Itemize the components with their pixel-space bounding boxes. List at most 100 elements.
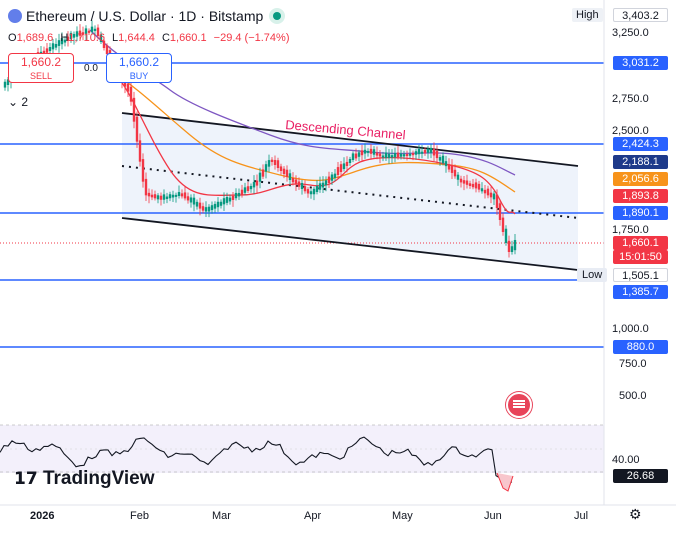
sell-button[interactable]: 1,660.2 SELL — [8, 53, 74, 83]
candle — [264, 164, 268, 172]
candle — [189, 197, 193, 203]
sell-label: SELL — [29, 71, 53, 81]
candle — [411, 153, 415, 156]
candle — [255, 180, 259, 186]
candle — [48, 47, 52, 52]
candle — [381, 155, 385, 158]
change-value: −29.4 (−1.74%) — [213, 32, 290, 44]
candle — [132, 97, 136, 122]
candle — [462, 180, 466, 184]
candle — [105, 45, 109, 54]
level-label-880[interactable]: 880.0 — [613, 340, 668, 354]
price-tick: 3,250.0 — [612, 27, 649, 39]
channel-upper-line[interactable] — [121, 112, 579, 167]
candle — [183, 192, 187, 199]
ethereum-icon — [8, 9, 22, 23]
candle — [504, 228, 508, 243]
candle — [216, 201, 220, 208]
candle — [141, 159, 145, 182]
price-tick: 750.0 — [619, 358, 647, 370]
candle — [180, 193, 184, 197]
candle — [492, 193, 496, 200]
low-key: L — [112, 32, 119, 44]
candle — [171, 194, 175, 198]
symbol-header[interactable]: Ethereum / U.S. Dollar · 1D · Bitstamp — [8, 8, 286, 24]
candle — [315, 185, 319, 192]
candle — [291, 177, 295, 183]
time-tick: Mar — [212, 510, 231, 522]
candle — [270, 159, 274, 162]
candle — [204, 207, 208, 212]
candle — [249, 186, 253, 190]
price-tick: 1,750.0 — [612, 224, 649, 236]
candle — [219, 201, 223, 206]
candle — [210, 205, 214, 211]
candle — [279, 166, 283, 171]
channel-lower-line[interactable] — [121, 217, 579, 271]
candle — [225, 196, 229, 203]
candle — [252, 181, 256, 188]
candle — [456, 174, 460, 180]
buy-button[interactable]: 1,660.2 BUY — [106, 53, 172, 83]
candle — [330, 174, 334, 181]
level-label-1385[interactable]: 1,385.7 — [613, 285, 668, 299]
candle — [72, 33, 76, 38]
candle — [240, 189, 244, 195]
candle — [465, 180, 469, 185]
candle — [222, 198, 226, 205]
candle — [495, 194, 499, 208]
candle — [438, 157, 442, 161]
candle — [336, 167, 340, 175]
level-label-2424[interactable]: 2,424.3 — [613, 137, 668, 151]
indicators-toggle[interactable]: ⌄ 2 — [8, 95, 28, 109]
candle — [159, 195, 163, 200]
candle — [366, 150, 370, 153]
candle — [129, 86, 133, 102]
candle — [237, 192, 241, 197]
candle — [420, 151, 424, 154]
ma200-label: 2,188.1 — [613, 155, 668, 169]
symbol-title: Ethereum / U.S. Dollar · 1D · Bitstamp — [26, 8, 264, 24]
candle — [333, 173, 337, 178]
candle — [234, 192, 238, 199]
candle — [201, 206, 205, 211]
gear-icon[interactable]: ⚙ — [629, 506, 642, 522]
candle — [498, 203, 502, 220]
candle — [321, 182, 325, 188]
candle — [390, 155, 394, 158]
candle — [393, 153, 397, 158]
price-tick: 2,500.0 — [612, 125, 649, 137]
candle — [303, 186, 307, 192]
candle — [309, 191, 313, 195]
candle — [372, 149, 376, 155]
candle — [168, 194, 172, 199]
candle — [282, 168, 286, 174]
candle — [369, 148, 373, 154]
level-label-3031[interactable]: 3,031.2 — [613, 56, 668, 70]
price-tick: 2,750.0 — [612, 93, 649, 105]
candle — [6, 79, 10, 85]
candle — [351, 153, 355, 160]
candle — [300, 182, 304, 189]
candle — [81, 32, 85, 35]
candle — [99, 34, 103, 42]
candle — [165, 196, 169, 199]
candle — [402, 154, 406, 157]
level-label-1890[interactable]: 1,890.1 — [613, 206, 668, 220]
candle — [192, 197, 196, 205]
us-flag-event-icon[interactable] — [506, 392, 532, 418]
market-open-icon — [269, 8, 286, 24]
candle — [429, 147, 433, 153]
candle — [231, 195, 235, 200]
candle — [450, 165, 454, 173]
candle — [417, 148, 421, 155]
candle — [258, 172, 262, 182]
candle — [87, 30, 91, 33]
candle — [483, 189, 487, 194]
ma50-label: 1,893.8 — [613, 189, 668, 203]
high-price-label: 3,403.2 — [613, 8, 668, 22]
candle — [312, 188, 316, 195]
candle — [135, 116, 139, 142]
low-value: 1,644.4 — [118, 32, 155, 44]
